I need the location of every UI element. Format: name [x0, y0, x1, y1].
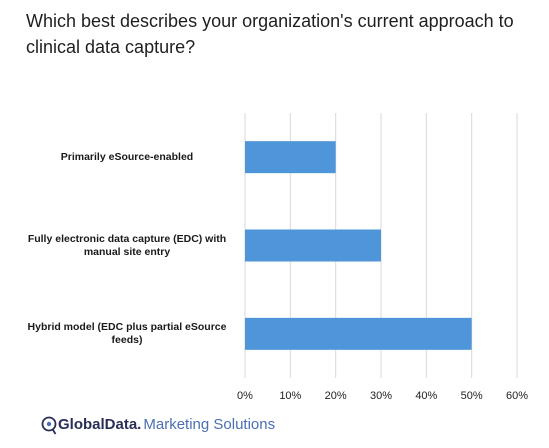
x-tick-label: 20% — [325, 390, 347, 402]
footer-logo: GlobalData. Marketing Solutions — [40, 414, 275, 436]
bar — [245, 317, 472, 350]
x-tick-label: 60% — [506, 390, 528, 402]
x-tick-label: 40% — [415, 390, 437, 402]
category-label: Hybrid model (EDC plus partial eSource f… — [27, 320, 227, 346]
brand-sub: Marketing Solutions — [143, 416, 276, 433]
category-label: Primarily eSource-enabled — [60, 150, 194, 163]
x-tick-label: 50% — [461, 390, 483, 402]
x-tick-label: 10% — [279, 390, 301, 402]
x-tick-label: 0% — [237, 390, 253, 402]
x-tick-label: 30% — [370, 390, 392, 402]
bar — [245, 229, 381, 262]
brand-text: GlobalData. Marketing Solutions — [58, 415, 275, 435]
bar — [245, 141, 336, 174]
globaldata-logo-icon — [41, 416, 57, 435]
brand-main: GlobalData. — [58, 416, 142, 433]
category-label: Fully electronic data capture (EDC) with… — [27, 232, 227, 258]
chart-title: Which best describes your organization's… — [26, 11, 514, 57]
